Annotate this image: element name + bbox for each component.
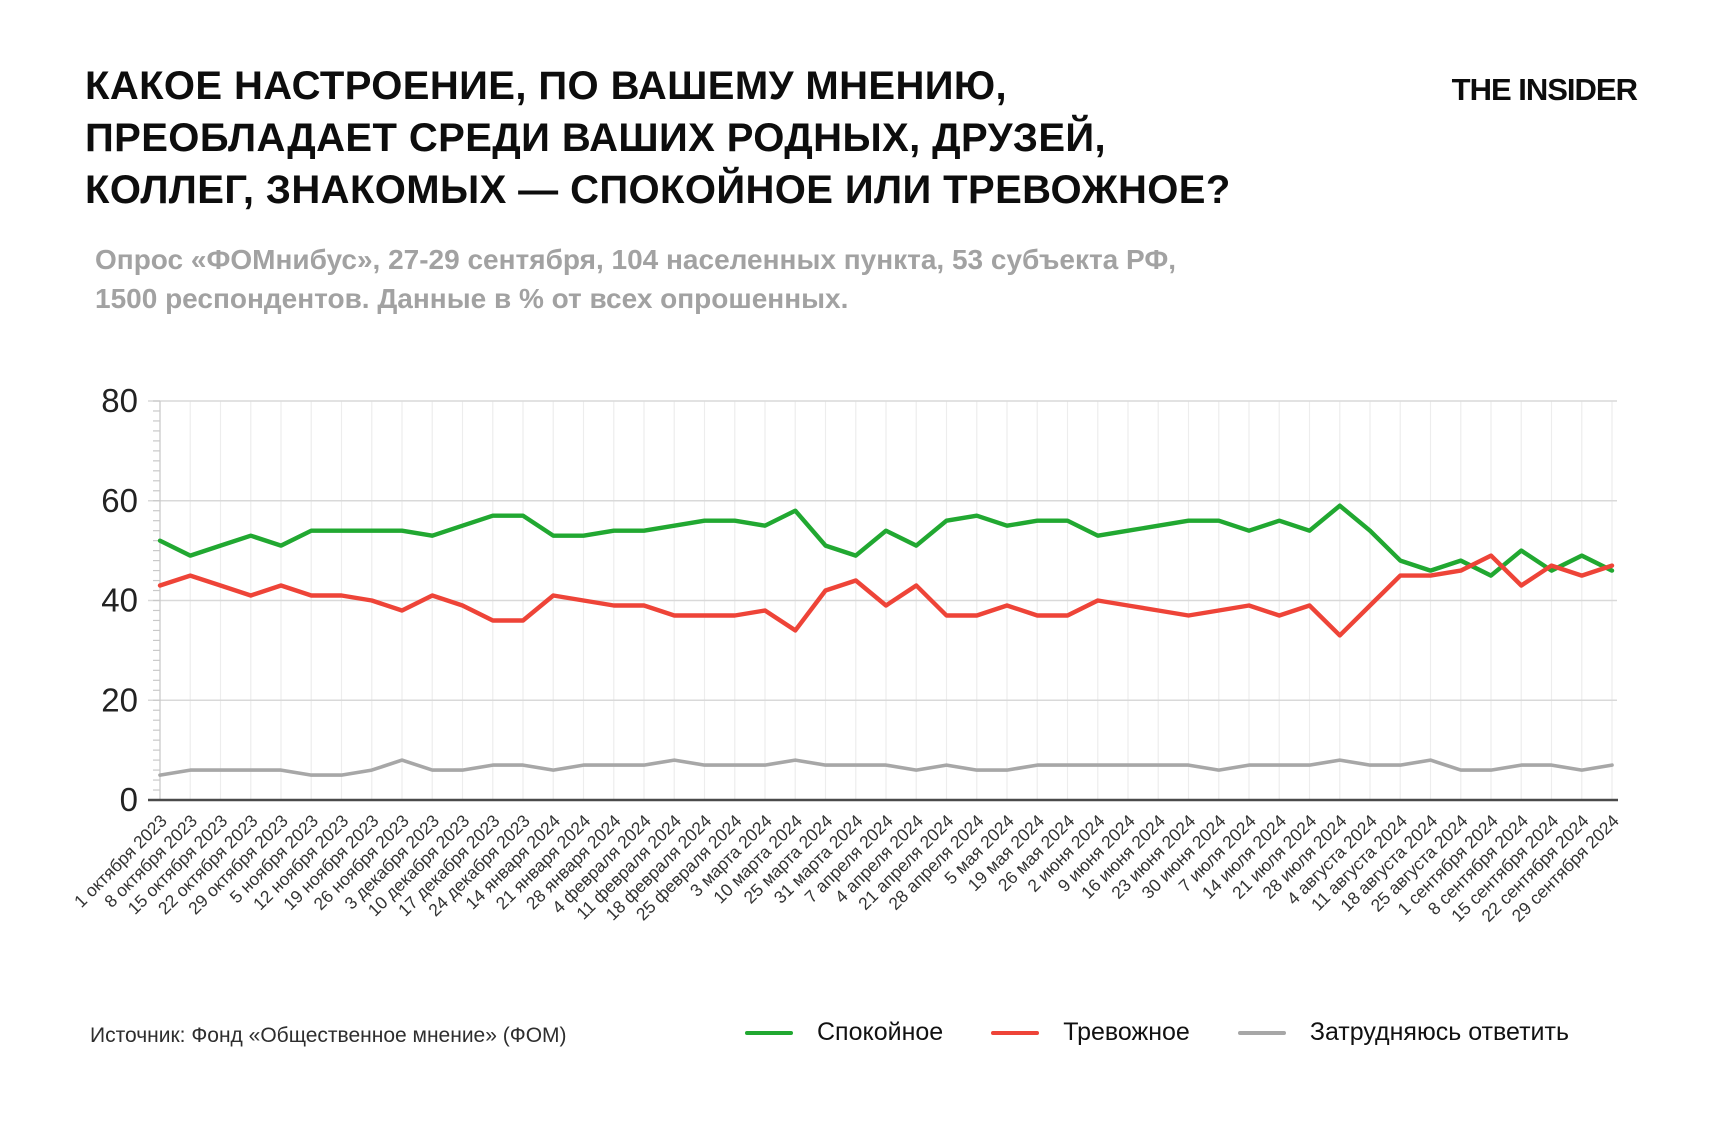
legend-label-calm: Спокойное (817, 1018, 944, 1046)
svg-text:40: 40 (101, 582, 138, 619)
mood-line-chart: 0 20 40 60 80 1 октября 2023 8 октября 2023 15 … (0, 340, 1732, 1010)
the-insider-logo: THE INSIDER (1451, 72, 1638, 107)
y-axis (153, 400, 161, 801)
source-note: Источник: Фонд «Общественное мнение» (ФО… (90, 1024, 567, 1047)
subtitle-line-2: 1500 респондентов. Данные в % от всех оп… (95, 283, 849, 314)
series-line-calm (157, 503, 1615, 578)
legend-label-undecided: Затрудняюсь ответить (1309, 1018, 1569, 1046)
subtitle-line-1: Опрос «ФОМнибус», 27-29 сентября, 104 на… (95, 244, 1177, 275)
svg-text:80: 80 (101, 382, 138, 419)
svg-text:60: 60 (101, 482, 138, 519)
title-line-3: КОЛЛЕГ, ЗНАКОМЫХ — СПОКОЙНОЕ ИЛИ ТРЕВОЖН… (85, 168, 1231, 212)
legend-item-undecided: Затрудняюсь ответить (1237, 1018, 1569, 1047)
legend-label-anxious: Тревожное (1063, 1018, 1190, 1046)
svg-text:20: 20 (101, 681, 138, 718)
chart-legend: Спокойное Тревожное Затрудняюсь ответить (745, 1018, 1569, 1047)
legend-swatch-calm (745, 1030, 793, 1035)
series-line-anxious (157, 553, 1615, 638)
survey-subtitle: Опрос «ФОМнибус», 27-29 сентября, 104 на… (95, 240, 1176, 318)
chart-title: КАКОЕ НАСТРОЕНИЕ, ПО ВАШЕМУ МНЕНИЮ, ПРЕО… (85, 60, 1231, 216)
legend-item-anxious: Тревожное (991, 1018, 1190, 1047)
title-line-2: ПРЕОБЛАДАЕТ СРЕДИ ВАШИХ РОДНЫХ, ДРУЗЕЙ, (85, 116, 1107, 160)
series-line-undecided (158, 758, 1614, 777)
legend-swatch-undecided (1237, 1030, 1286, 1035)
svg-text:0: 0 (120, 781, 138, 818)
legend-item-calm: Спокойное (745, 1018, 943, 1047)
y-axis-labels: 0 20 40 60 80 (101, 382, 138, 818)
horizontal-gridlines (148, 400, 1617, 701)
title-line-1: КАКОЕ НАСТРОЕНИЕ, ПО ВАШЕМУ МНЕНИЮ, (85, 64, 1008, 108)
legend-swatch-anxious (991, 1030, 1040, 1035)
chart-footer: Источник: Фонд «Общественное мнение» (ФО… (0, 1012, 1732, 1062)
